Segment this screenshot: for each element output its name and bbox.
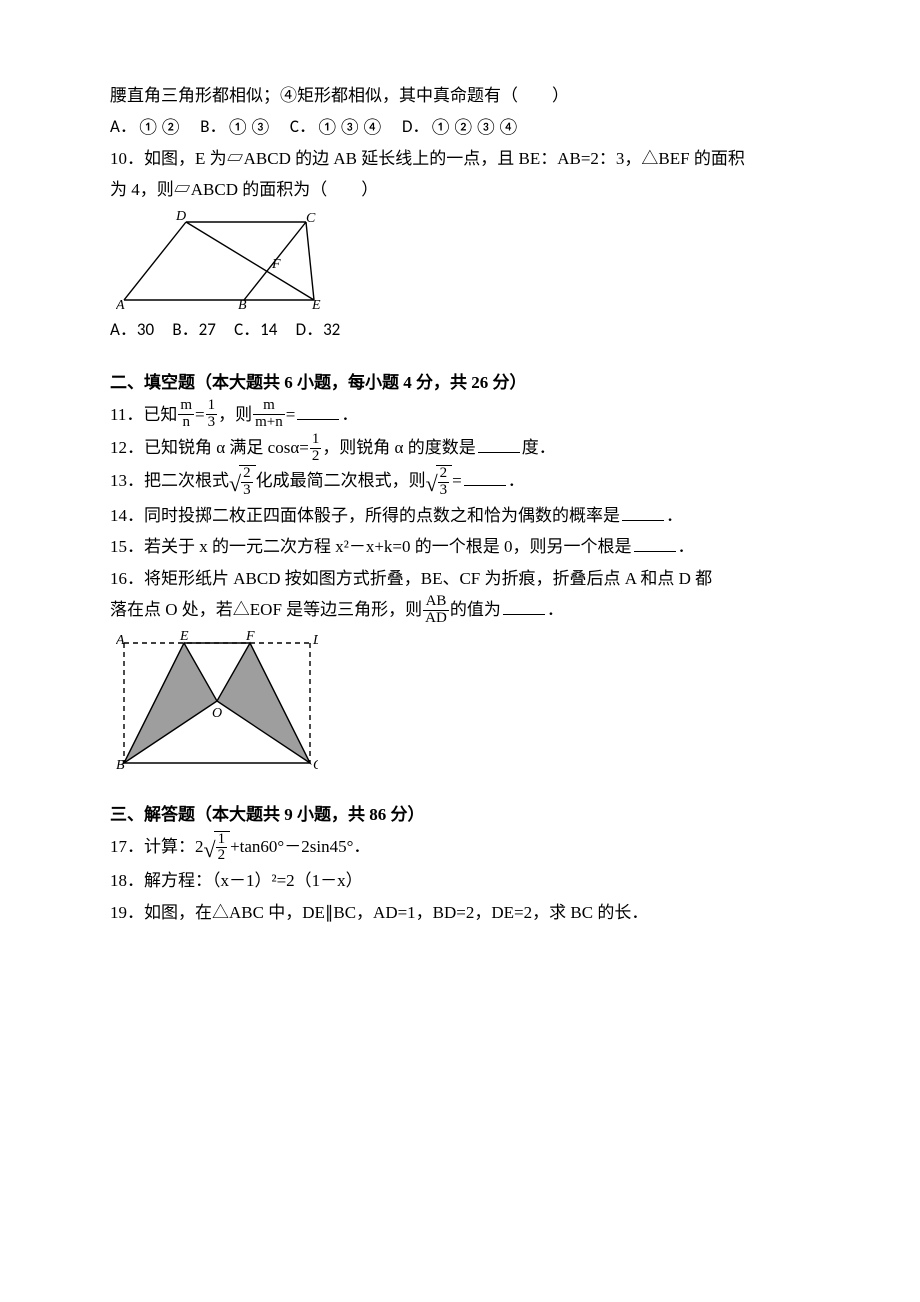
q12-pre: 12．已知锐角 α 满足 cosα= <box>110 438 309 457</box>
q17-mid: +tan60°－2sin45°． <box>230 837 370 856</box>
q16-l2a: 落在点 O 处，若△EOF 是等边三角形，则 <box>110 600 422 619</box>
q14-suf: ． <box>666 506 683 525</box>
q19: 19．如图，在△ABC 中，DE∥BC，AD=1，BD=2，DE=2，求 BC … <box>110 897 810 928</box>
q10-line1: 10．如图，E 为▱ABCD 的边 AB 延长线上的一点，且 BE：AB=2：3… <box>110 143 810 174</box>
q16-suf: ． <box>547 600 564 619</box>
q9-options: A．①② B．①③ C．①③④ D．①②③④ <box>110 111 810 142</box>
q16-frac-num: AB <box>423 594 449 610</box>
q10-opt-a: A．30 <box>110 319 154 340</box>
q12-suf: 度． <box>522 438 556 457</box>
q15-text: 15．若关于 x 的一元二次方程 x²－x+k=0 的一个根是 0，则另一个根是 <box>110 537 632 556</box>
q12-frac: 12 <box>310 432 322 465</box>
q9-stem-cont: 腰直角三角形都相似；④矩形都相似，其中真命题有（ ） <box>110 80 810 111</box>
q10-figure: A B E D C F <box>116 210 326 310</box>
q13-sqrt2-den: 3 <box>438 482 450 499</box>
q10-options: A．30 B．27 C．14 D．32 <box>110 314 810 345</box>
q10-opt-d: D．32 <box>296 319 341 340</box>
q11-mid: ，则 <box>218 405 252 424</box>
svg-text:A: A <box>116 298 125 310</box>
q12-frac-num: 1 <box>310 432 322 448</box>
q14-blank <box>622 502 664 521</box>
q9-opt-d: D．①②③④ <box>402 116 520 137</box>
q16-line2: 落在点 O 处，若△EOF 是等边三角形，则ABAD的值为 ． <box>110 594 810 627</box>
q12-blank <box>478 434 520 453</box>
svg-text:O: O <box>212 706 222 721</box>
svg-text:F: F <box>271 257 281 272</box>
q11-frac1: mn <box>178 398 194 431</box>
svg-text:E: E <box>179 631 189 644</box>
q11-frac3-num: m <box>253 398 285 414</box>
q13: 13．把二次根式√23化成最简二次根式，则√23=． <box>110 465 810 499</box>
q10-opt-c: C．14 <box>234 319 277 340</box>
q11-frac3-den: m+n <box>253 414 285 431</box>
q15: 15．若关于 x 的一元二次方程 x²－x+k=0 的一个根是 0，则另一个根是… <box>110 531 810 562</box>
q10-opt-b: B．27 <box>172 319 215 340</box>
q9-opt-c: C．①③④ <box>290 116 384 137</box>
svg-text:A: A <box>116 633 125 648</box>
q9-opt-b: B．①③ <box>200 116 271 137</box>
q11-frac1-num: m <box>178 398 194 414</box>
q13-eq: = <box>452 471 462 490</box>
q13-sqrt1-den: 3 <box>241 482 253 499</box>
q13-suf: ． <box>508 471 525 490</box>
q17-sqrt-num: 1 <box>216 832 228 848</box>
q11-suf: ． <box>341 405 358 424</box>
q17-sqrt: √12 <box>204 831 231 865</box>
q16-frac-den: AD <box>423 610 449 627</box>
q17-sqrt-den: 2 <box>216 847 228 864</box>
q11-frac2-num: 1 <box>206 398 218 414</box>
q18: 18．解方程：（x－1）²=2（1－x） <box>110 865 810 896</box>
q11-blank <box>297 401 339 420</box>
svg-text:D: D <box>312 633 318 648</box>
q12: 12．已知锐角 α 满足 cosα=12，则锐角 α 的度数是 度． <box>110 432 810 465</box>
q15-suf: ． <box>678 537 695 556</box>
svg-text:B: B <box>116 758 125 773</box>
q11: 11．已知mn=13，则mm+n=． <box>110 399 810 432</box>
svg-text:B: B <box>238 298 247 310</box>
q14-text: 14．同时投掷二枚正四面体骰子，所得的点数之和恰为偶数的概率是 <box>110 506 620 525</box>
q13-sqrt2: √23 <box>426 465 453 499</box>
q13-pre: 13．把二次根式 <box>110 471 229 490</box>
section3-heading: 三、解答题（本大题共 9 小题，共 86 分） <box>110 799 810 830</box>
q11-eq1: = <box>195 405 205 424</box>
q13-sqrt1: √23 <box>229 465 256 499</box>
q16-blank <box>503 596 545 615</box>
q11-frac2: 13 <box>206 398 218 431</box>
q16-figure: A D B C E F O <box>116 631 318 773</box>
section2-heading: 二、填空题（本大题共 6 小题，每小题 4 分，共 26 分） <box>110 367 810 398</box>
q15-blank <box>634 533 676 552</box>
q13-sqrt1-num: 2 <box>241 466 253 482</box>
q11-frac2-den: 3 <box>206 414 218 431</box>
q17: 17．计算：2√12+tan60°－2sin45°． <box>110 831 810 865</box>
svg-text:F: F <box>245 631 255 644</box>
svg-text:D: D <box>175 210 186 224</box>
q11-frac1-den: n <box>178 414 194 431</box>
q14: 14．同时投掷二枚正四面体骰子，所得的点数之和恰为偶数的概率是 ． <box>110 500 810 531</box>
q17-pre: 17．计算：2 <box>110 837 204 856</box>
svg-text:C: C <box>313 758 318 773</box>
q9-opt-a: A．①② <box>110 116 182 137</box>
q13-mid: 化成最简二次根式，则 <box>256 471 426 490</box>
q11-pre: 11．已知 <box>110 405 177 424</box>
q16-l2b: 的值为 <box>450 600 501 619</box>
q10-line2: 为 4，则▱ABCD 的面积为（ ） <box>110 174 810 205</box>
svg-text:C: C <box>306 211 316 226</box>
q16-frac: ABAD <box>423 594 449 627</box>
q13-sqrt2-num: 2 <box>438 466 450 482</box>
q13-blank <box>464 468 506 487</box>
q12-mid: ，则锐角 α 的度数是 <box>322 438 475 457</box>
svg-text:E: E <box>311 298 321 310</box>
q16-line1: 16．将矩形纸片 ABCD 按如图方式折叠，BE、CF 为折痕，折叠后点 A 和… <box>110 563 810 594</box>
q12-frac-den: 2 <box>310 448 322 465</box>
q11-eq2: = <box>286 405 296 424</box>
q11-frac3: mm+n <box>253 398 285 431</box>
